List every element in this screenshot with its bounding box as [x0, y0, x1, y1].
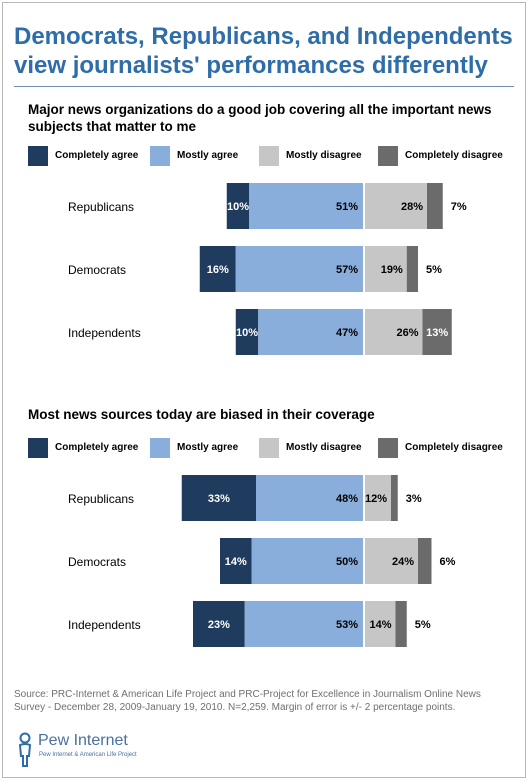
legend-label: Mostly agree	[177, 150, 239, 161]
pew-internet-logo: Pew Internet Pew Internet & American Lif…	[14, 732, 174, 772]
data-label: 28%	[401, 201, 423, 213]
legend-label: Completely disagree	[405, 150, 503, 161]
data-label: 14%	[225, 556, 247, 568]
chart-2-plot: Republicans 33% 48% 12% 3% Democrats 14% 50% 24%…	[68, 466, 456, 657]
category-label: Democrats	[68, 555, 126, 569]
legend-swatch	[259, 146, 279, 166]
bar-segment	[256, 475, 364, 521]
data-label: 14%	[369, 619, 391, 631]
data-label: 33%	[208, 493, 230, 505]
bar-segment	[193, 601, 245, 647]
chart-2-legend: Completely agree Mostly agree Mostly dis…	[28, 438, 518, 458]
chart-1-title: Major news organizations do a good job c…	[28, 102, 492, 134]
data-label: 10%	[236, 327, 258, 339]
bar-segment	[258, 309, 364, 355]
data-label: 24%	[392, 556, 414, 568]
bar-segment	[220, 538, 252, 584]
data-label: 12%	[365, 493, 387, 505]
bar-segment	[364, 475, 391, 521]
bar-segment	[391, 475, 398, 521]
bar-segment	[251, 538, 364, 584]
title-line-1: Democrats, Republicans, and Independents	[14, 23, 513, 50]
data-label: 6%	[440, 556, 456, 568]
logo-subtext: Pew Internet & American Life Project	[39, 752, 137, 758]
bar-segment	[364, 309, 423, 355]
legend-swatch	[150, 146, 170, 166]
data-label: 13%	[426, 327, 448, 339]
chart-2-title: Most news sources today are biased in th…	[28, 407, 375, 422]
bar-segment	[395, 601, 407, 647]
data-label: 50%	[336, 556, 358, 568]
data-label: 5%	[426, 264, 442, 276]
legend-swatch	[378, 438, 398, 458]
legend-swatch	[28, 438, 48, 458]
category-label: Independents	[68, 618, 141, 632]
data-label: 47%	[336, 327, 358, 339]
bar-segment	[226, 183, 250, 229]
legend-swatch	[28, 146, 48, 166]
data-label: 19%	[381, 264, 403, 276]
chart-1-plot: Republicans 10% 51% 28% 7% Democrats 16% 57% 19%…	[68, 174, 467, 365]
legend-swatch	[378, 146, 398, 166]
bar-segment	[249, 183, 364, 229]
page-title: Democrats, Republicans, and Independents…	[14, 22, 514, 80]
bar-segment	[244, 601, 364, 647]
bar-segment	[235, 246, 364, 292]
data-label: 16%	[207, 264, 229, 276]
category-label: Independents	[68, 326, 141, 340]
data-label: 23%	[208, 619, 230, 631]
bar-segment	[422, 309, 452, 355]
data-label: 3%	[406, 493, 422, 505]
data-label: 5%	[415, 619, 431, 631]
bar-segment	[418, 538, 432, 584]
legend-label: Mostly disagree	[286, 150, 362, 161]
data-label: 53%	[336, 619, 358, 631]
legend-label: Completely agree	[55, 442, 139, 453]
logo-wordmark: Pew Internet	[38, 732, 128, 749]
bar-segment	[181, 475, 256, 521]
legend-label: Completely agree	[55, 150, 139, 161]
bar-segment	[364, 246, 407, 292]
category-label: Democrats	[68, 263, 126, 277]
data-label: 57%	[336, 264, 358, 276]
legend-label: Completely disagree	[405, 442, 503, 453]
pew-person-icon	[18, 732, 32, 767]
category-label: Republicans	[68, 200, 134, 214]
bar-segment	[427, 183, 443, 229]
legend-label: Mostly disagree	[286, 442, 362, 453]
bar-segment	[235, 309, 259, 355]
legend-swatch	[259, 438, 279, 458]
data-label: 7%	[451, 201, 467, 213]
chart-1-legend: Completely agree Mostly agree Mostly dis…	[28, 146, 518, 166]
data-label: 26%	[396, 327, 418, 339]
title-divider	[14, 86, 514, 87]
bar-segment	[406, 246, 418, 292]
data-label: 10%	[227, 201, 249, 213]
bar-segment	[199, 246, 236, 292]
data-label: 48%	[336, 493, 358, 505]
category-label: Republicans	[68, 492, 134, 506]
bar-segment	[364, 538, 418, 584]
legend-swatch	[150, 438, 170, 458]
legend-label: Mostly agree	[177, 442, 239, 453]
bar-segment	[364, 601, 396, 647]
bar-segment	[364, 183, 427, 229]
data-label: 51%	[336, 201, 358, 213]
title-line-2: view journalists' performances different…	[14, 52, 488, 79]
source-note: Source: PRC-Internet & American Life Pro…	[14, 689, 481, 713]
